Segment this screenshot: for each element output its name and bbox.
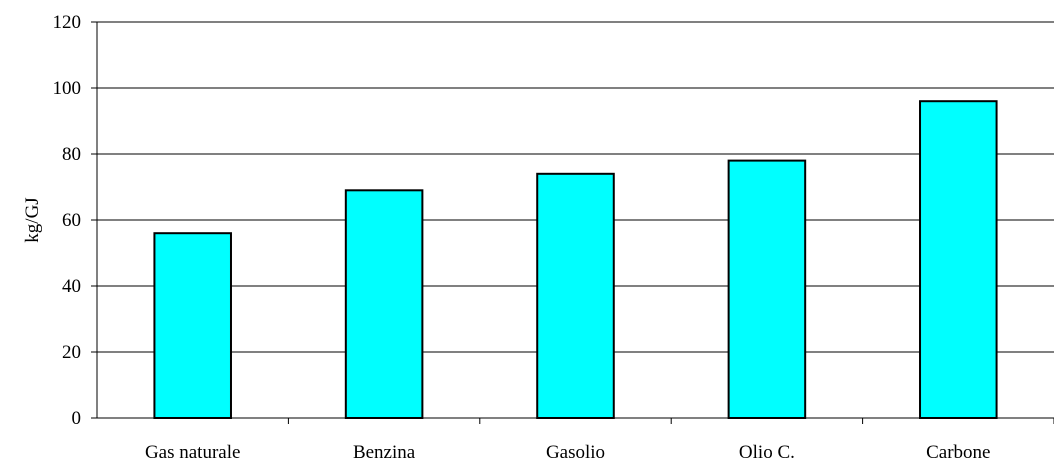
bar-gasolio bbox=[536, 172, 615, 419]
bars bbox=[153, 100, 998, 419]
x-category-label: Benzina bbox=[353, 442, 416, 463]
y-tick-labels: 0 20 40 60 80 100 120 bbox=[53, 12, 97, 429]
y-tick-label: 40 bbox=[62, 276, 81, 297]
x-category-label: Olio C. bbox=[739, 442, 795, 463]
bar-benzina bbox=[344, 189, 424, 419]
x-category-labels: Gas naturale Benzina Gasolio Olio C. Carbone bbox=[145, 418, 1054, 463]
x-category-label: Carbone bbox=[926, 442, 990, 463]
bar-carbone bbox=[919, 100, 998, 419]
y-tick-label: 60 bbox=[62, 210, 81, 231]
y-tick-label: 100 bbox=[53, 78, 82, 99]
y-tick-label: 0 bbox=[72, 408, 82, 429]
y-tick-label: 120 bbox=[53, 12, 82, 33]
y-axis-title: kg/GJ bbox=[22, 197, 43, 242]
x-category-label: Gasolio bbox=[546, 442, 605, 463]
bar-gas-naturale bbox=[153, 232, 232, 419]
bar-olio-c bbox=[727, 159, 807, 419]
y-tick-label: 20 bbox=[62, 342, 81, 363]
y-tick-label: 80 bbox=[62, 144, 81, 165]
x-category-label: Gas naturale bbox=[145, 442, 240, 463]
